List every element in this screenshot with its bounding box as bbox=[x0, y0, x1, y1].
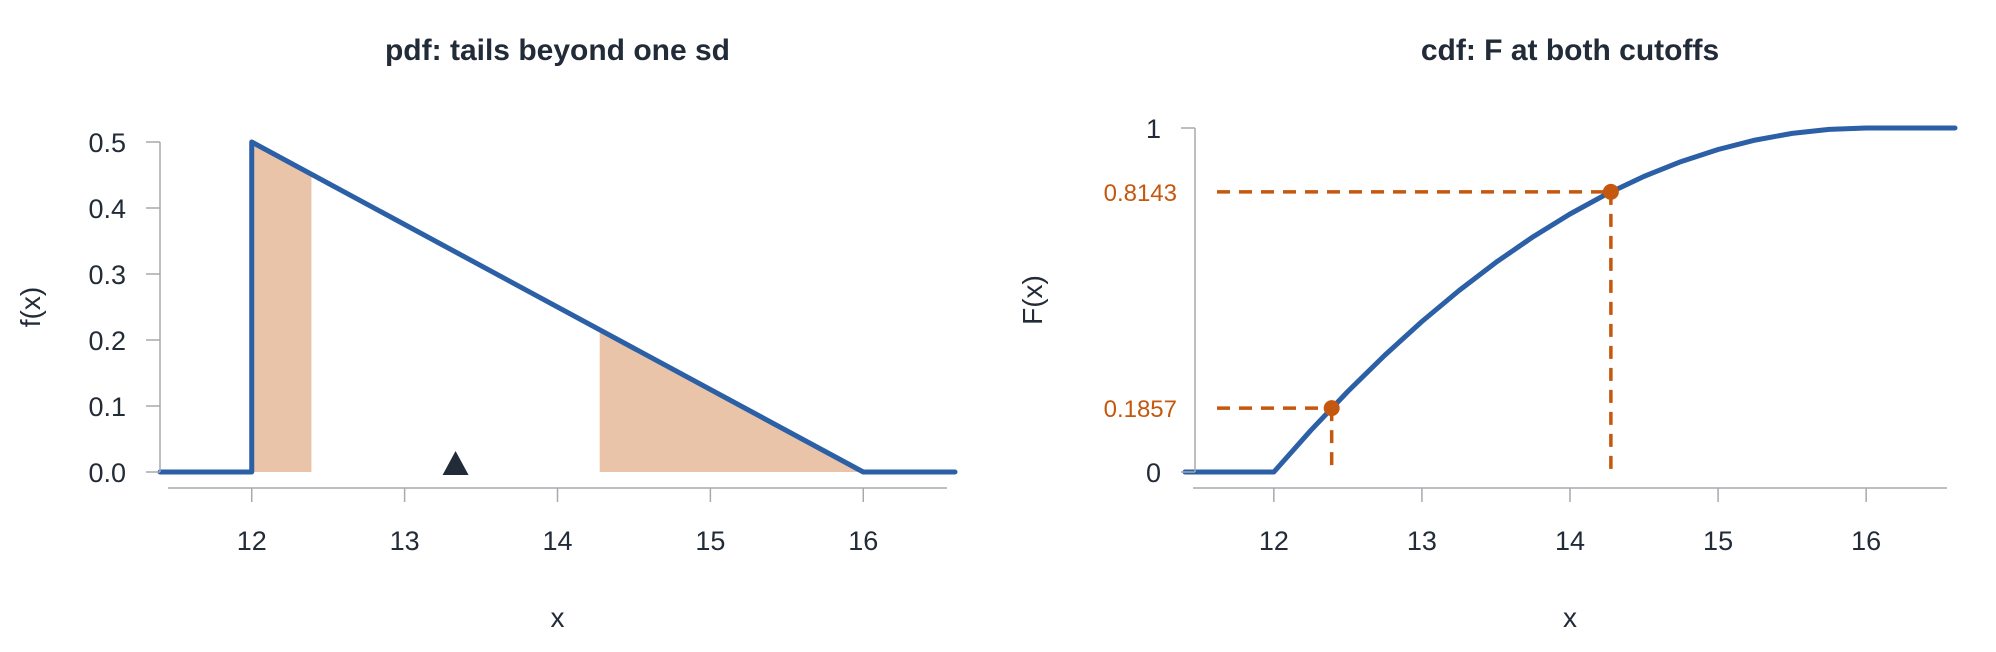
x-tick-label: 15 bbox=[695, 526, 725, 556]
pdf-title: pdf: tails beyond one sd bbox=[385, 34, 730, 67]
x-tick-label: 13 bbox=[1407, 526, 1437, 556]
x-tick-label: 13 bbox=[390, 526, 420, 556]
x-tick-label: 15 bbox=[1703, 526, 1733, 556]
x-tick-label: 12 bbox=[237, 526, 267, 556]
x-tick-label: 14 bbox=[1555, 526, 1585, 556]
y-tick-label: 0.2 bbox=[88, 326, 126, 356]
y-tick-label: 1 bbox=[1146, 114, 1161, 144]
reference-value-label: 0.1857 bbox=[1104, 396, 1177, 423]
pdf-y-axis-label: f(x) bbox=[15, 287, 46, 327]
pdf-panel: pdf: tails beyond one sd x f(x) 12 13 14 15… bbox=[15, 34, 958, 633]
cdf-title: cdf: F at both cutoffs bbox=[1421, 34, 1719, 67]
cdf-y-axis-label: F(x) bbox=[1017, 275, 1048, 325]
x-tick-label: 16 bbox=[848, 526, 878, 556]
y-tick-label: 0.3 bbox=[88, 260, 126, 290]
reference-point bbox=[1602, 183, 1619, 200]
cdf-curve bbox=[1182, 125, 1958, 475]
cdf-x-axis-label: x bbox=[1563, 602, 1577, 633]
x-tick-label: 14 bbox=[542, 526, 572, 556]
y-tick-label: 0.4 bbox=[88, 194, 126, 224]
y-tick-label: 0 bbox=[1146, 458, 1161, 488]
reference-point bbox=[1323, 400, 1340, 417]
pdf-x-axis-label: x bbox=[551, 602, 565, 633]
y-tick-label: 0.5 bbox=[88, 128, 126, 158]
x-tick-label: 12 bbox=[1259, 526, 1289, 556]
x-tick-label: 16 bbox=[1851, 526, 1881, 556]
shaded-tail-region bbox=[251, 143, 312, 472]
pdf-curve bbox=[157, 139, 958, 475]
cdf-panel: cdf: F at both cutoffs x F(x) 0.1857 0.81… bbox=[1017, 34, 1958, 633]
reference-value-label: 0.8143 bbox=[1104, 180, 1177, 207]
y-tick-label: 0.0 bbox=[88, 458, 126, 488]
y-tick-label: 0.1 bbox=[88, 392, 126, 422]
mean-marker-triangle bbox=[442, 451, 469, 475]
